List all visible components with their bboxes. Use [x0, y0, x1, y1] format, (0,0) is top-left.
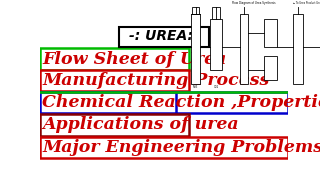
- Bar: [192, 6, 199, 14]
- Bar: [264, 56, 277, 80]
- Bar: [40, 70, 189, 91]
- Text: Flow Sheet of Urea: Flow Sheet of Urea: [43, 51, 227, 68]
- Bar: [40, 114, 189, 136]
- Text: Major Engineering Problems: Major Engineering Problems: [43, 139, 320, 156]
- Bar: [190, 14, 200, 84]
- Text: ← To Urea Product Unit: ← To Urea Product Unit: [293, 1, 320, 5]
- Text: Flow Diagram of Urea Synthesis: Flow Diagram of Urea Synthesis: [232, 1, 275, 5]
- Bar: [40, 92, 176, 113]
- Text: CO2: CO2: [214, 85, 219, 89]
- Text: Manufacturing Process: Manufacturing Process: [43, 72, 270, 89]
- Bar: [240, 14, 248, 84]
- Text: -: UREA:-: -: UREA:-: [129, 29, 199, 43]
- Bar: [40, 92, 288, 113]
- Text: NH3: NH3: [193, 85, 198, 89]
- Bar: [211, 19, 222, 70]
- Bar: [293, 14, 303, 84]
- Bar: [119, 27, 209, 47]
- Bar: [40, 137, 288, 158]
- Text: Applications of urea: Applications of urea: [43, 116, 239, 133]
- Text: Chemical Reaction ,Properties: Chemical Reaction ,Properties: [43, 94, 320, 111]
- Bar: [264, 19, 277, 47]
- Bar: [212, 8, 220, 19]
- Bar: [40, 48, 189, 70]
